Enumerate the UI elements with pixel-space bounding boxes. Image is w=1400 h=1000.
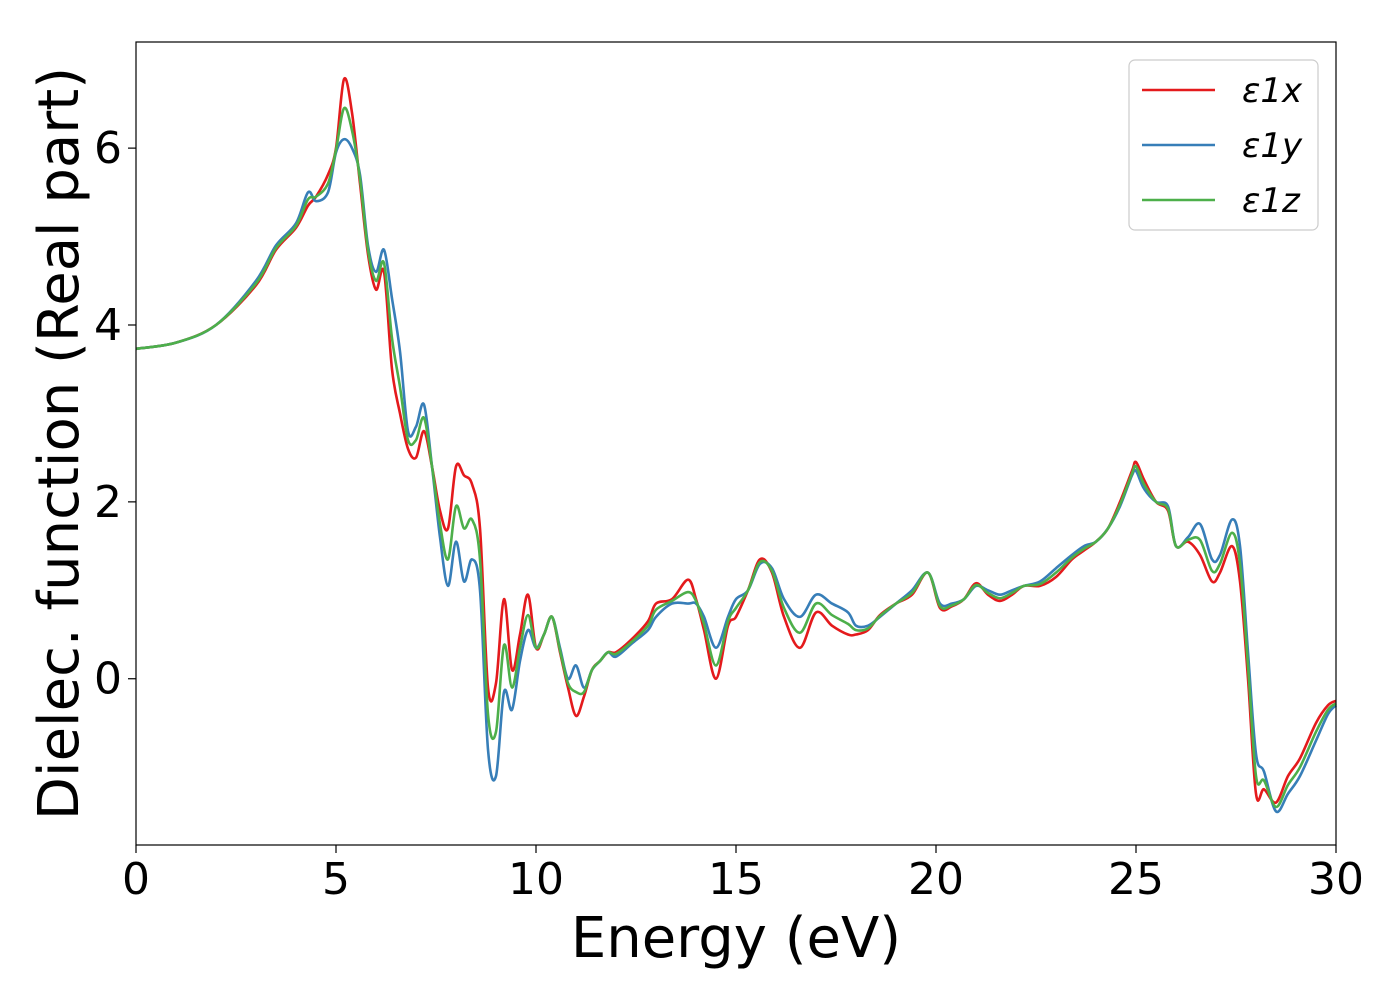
x-tick-label: 30	[1308, 854, 1364, 905]
legend-label-2: ε1y	[1242, 126, 1303, 166]
x-tick-label: 25	[1108, 854, 1164, 905]
series-line-3	[135, 106, 1337, 809]
x-tick-label: 5	[322, 854, 350, 905]
y-tick-label: 2	[94, 477, 122, 528]
x-tick-label: 10	[508, 854, 564, 905]
y-tick-label: 4	[94, 300, 122, 351]
y-axis-ticks: 0 2 4 6	[94, 123, 136, 705]
x-tick-label: 0	[122, 854, 150, 905]
legend-label-3: ε1z	[1242, 181, 1301, 221]
x-axis-label: Energy (eV)	[571, 906, 901, 971]
plot-area	[135, 76, 1337, 814]
legend: ε1x ε1y ε1z	[1128, 59, 1319, 231]
series-line-2	[135, 137, 1337, 814]
x-tick-label: 20	[908, 854, 964, 905]
legend-label-1: ε1x	[1242, 71, 1303, 111]
x-tick-label: 15	[708, 854, 764, 905]
y-tick-label: 0	[94, 654, 122, 705]
y-axis-label: Dielec. function (Real part)	[27, 67, 92, 820]
x-axis-ticks: 0 5 10 15 20 25 30	[122, 845, 1364, 905]
legend-box	[1128, 59, 1319, 231]
y-tick-label: 6	[94, 123, 122, 174]
